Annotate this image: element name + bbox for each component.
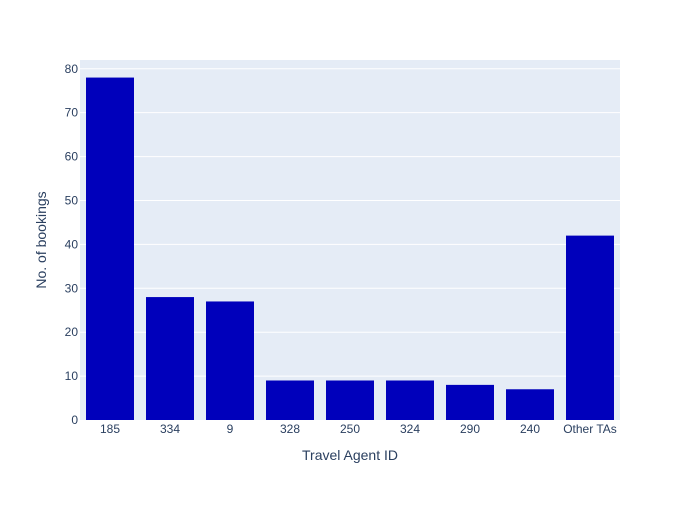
x-axis-ticks: 185 334 9 328 250 324 290 240 Other TAs (100, 422, 617, 436)
y-axis-title: No. of bookings (33, 191, 49, 288)
bar[interactable] (326, 380, 374, 420)
x-tick-label: 250 (340, 422, 360, 436)
x-axis-title: Travel Agent ID (302, 447, 398, 463)
x-tick-label: 324 (400, 422, 420, 436)
y-tick-label: 70 (65, 106, 79, 120)
x-tick-label: 185 (100, 422, 120, 436)
x-tick-label: 240 (520, 422, 540, 436)
x-tick-label: 334 (160, 422, 180, 436)
y-tick-label: 40 (65, 237, 79, 251)
x-tick-label: Other TAs (563, 422, 617, 436)
bar[interactable] (506, 389, 554, 420)
y-axis-ticks: 0 10 20 30 40 50 60 70 80 (65, 62, 79, 427)
x-tick-label: 328 (280, 422, 300, 436)
y-tick-label: 0 (71, 413, 78, 427)
bar[interactable] (446, 384, 494, 420)
bars (86, 77, 614, 420)
y-tick-label: 30 (65, 281, 79, 295)
bar[interactable] (386, 380, 434, 420)
y-tick-label: 60 (65, 150, 79, 164)
x-tick-label: 9 (227, 422, 234, 436)
y-tick-label: 50 (65, 193, 79, 207)
bar[interactable] (146, 297, 194, 420)
y-tick-label: 80 (65, 62, 79, 76)
y-tick-label: 10 (65, 369, 79, 383)
bar[interactable] (86, 77, 134, 420)
y-tick-label: 20 (65, 325, 79, 339)
bar[interactable] (266, 380, 314, 420)
bar[interactable] (206, 301, 254, 420)
x-tick-label: 290 (460, 422, 480, 436)
bar[interactable] (566, 235, 614, 420)
